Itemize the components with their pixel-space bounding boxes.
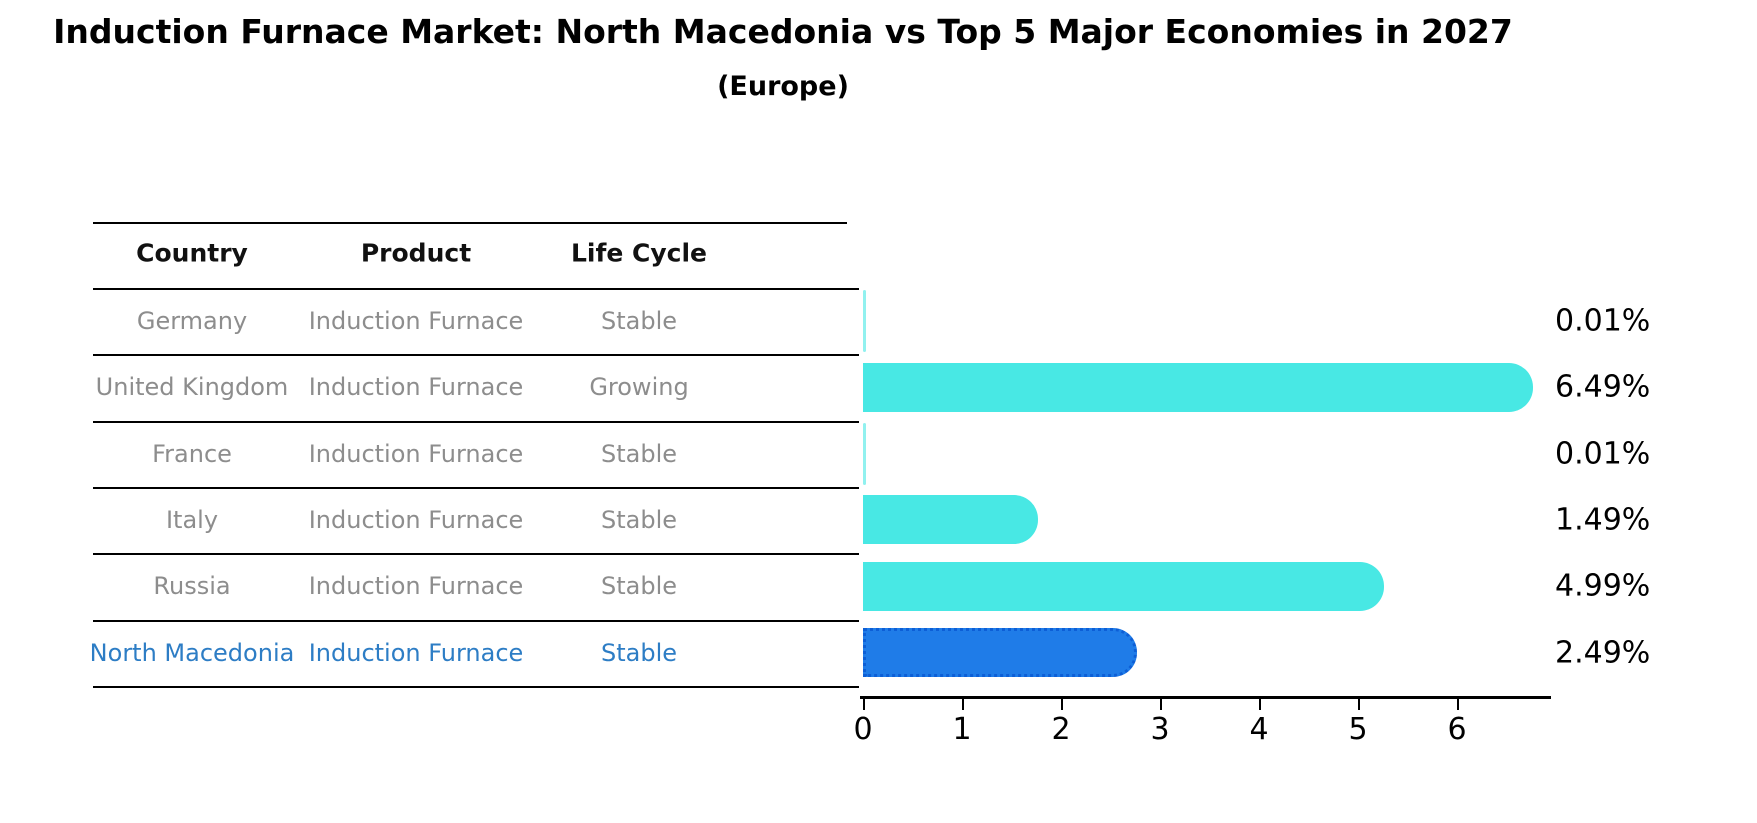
row-france-product-cell: Induction Furnace (308, 439, 524, 468)
header-life-cycle: Life Cycle (570, 238, 708, 268)
row-germany-life_cycle-cell: Stable (600, 307, 678, 335)
x-tick-label: 6 (1447, 712, 1467, 747)
x-tick (962, 699, 964, 710)
bar-italy (863, 495, 1038, 545)
row-united-kingdom-product-cell: Induction Furnace (308, 373, 524, 402)
table-rule (93, 686, 847, 688)
x-tick-label: 3 (1150, 712, 1170, 747)
x-axis-line (860, 696, 1551, 699)
table-rule (93, 354, 847, 356)
row-france-life_cycle-cell: Stable (600, 439, 678, 468)
x-tick (1358, 699, 1360, 710)
table-rule (93, 288, 847, 290)
bar-germany (863, 290, 866, 352)
row-germany-country-cell: Germany (136, 307, 248, 335)
x-tick (1259, 699, 1261, 710)
chart-subtitle: (Europe) (717, 71, 849, 102)
row-united-kingdom-life_cycle-cell: Growing (589, 373, 689, 402)
row-north-macedonia-product-cell: Induction Furnace (308, 638, 524, 667)
table-rule (93, 487, 847, 489)
bar-russia (863, 561, 1384, 611)
row-italy-country-cell: Italy (165, 505, 219, 534)
row-germany-product-cell: Induction Furnace (308, 307, 524, 335)
row-france-country-cell: France (152, 439, 232, 468)
row-united-kingdom-country-cell: United Kingdom (95, 373, 289, 402)
x-tick-label: 5 (1348, 712, 1368, 747)
bar-north-macedonia (863, 628, 1137, 677)
table-rule (93, 620, 847, 622)
x-tick (1160, 699, 1162, 710)
bar-value-label-russia: 4.99% (1555, 568, 1651, 604)
row-italy-product-cell: Induction Furnace (308, 505, 524, 534)
bar-france (863, 422, 866, 485)
row-north-macedonia-country-cell: North Macedonia (89, 638, 295, 667)
table-rule (93, 222, 847, 224)
chart-title: Induction Furnace Market: North Macedoni… (53, 12, 1513, 51)
table-rule (93, 421, 847, 423)
bar-united-kingdom (863, 362, 1533, 412)
row-russia-life_cycle-cell: Stable (600, 572, 678, 601)
bar-value-label-north-macedonia: 2.49% (1555, 635, 1651, 670)
bar-value-label-italy: 1.49% (1555, 502, 1651, 538)
row-russia-product-cell: Induction Furnace (308, 572, 524, 601)
y-tick (845, 686, 859, 688)
x-tick (1061, 699, 1063, 710)
row-russia-country-cell: Russia (153, 572, 231, 601)
table-rule (93, 553, 847, 555)
row-italy-life_cycle-cell: Stable (600, 505, 678, 534)
y-tick (845, 354, 859, 356)
bar-value-label-united-kingdom: 6.49% (1555, 369, 1651, 405)
bar-value-label-germany: 0.01% (1555, 303, 1651, 339)
x-tick-label: 0 (853, 712, 873, 747)
y-tick (845, 620, 859, 622)
header-product: Product (360, 238, 472, 268)
x-tick (863, 699, 865, 710)
x-tick (1457, 699, 1459, 710)
y-tick (845, 421, 859, 423)
y-tick (845, 553, 859, 555)
y-tick (845, 487, 859, 489)
row-north-macedonia-life_cycle-cell: Stable (600, 638, 678, 667)
y-tick (845, 288, 859, 290)
x-tick-label: 1 (952, 712, 972, 747)
x-tick-label: 2 (1051, 712, 1071, 747)
bar-value-label-france: 0.01% (1555, 436, 1651, 472)
x-tick-label: 4 (1249, 712, 1269, 747)
header-country: Country (136, 238, 248, 268)
